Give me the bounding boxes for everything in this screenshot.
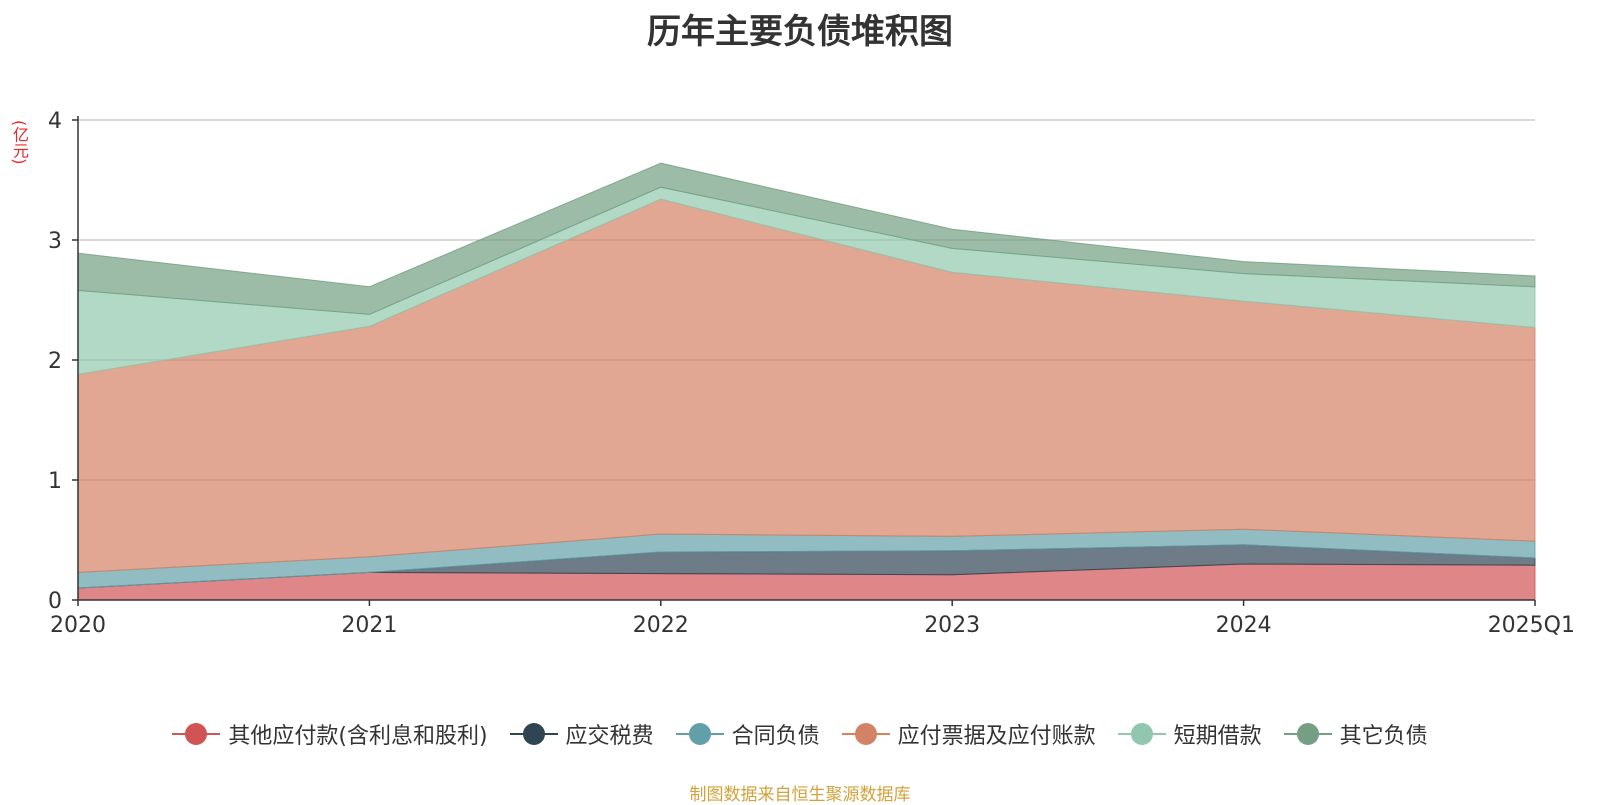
x-tick-labels: 2020 2021 2022 2023 2024 2025Q1 [50,600,1575,638]
legend-item[interactable]: 其他应付款(含利息和股利) [172,718,488,750]
source-note: 制图数据来自恒生聚源数据库 [689,785,911,805]
x-tick-label: 2023 [924,613,980,638]
legend-marker [509,722,558,746]
legend-marker [172,722,221,746]
legend-marker [1283,722,1332,746]
axes [77,116,1535,601]
x-tick-label: 2025Q1 [1488,613,1575,638]
x-tick-label: 2021 [341,613,397,638]
chart-title: 历年主要负债堆积图 [647,12,953,52]
legend-marker [1117,722,1166,746]
legend-marker [675,722,724,746]
y-tick-labels: 0 1 2 3 4 [48,109,78,614]
x-tick-label: 2022 [633,613,689,638]
y-tick-label: 0 [48,589,62,614]
legend-item[interactable]: 短期借款 [1117,718,1262,750]
legend-label: 其它负债 [1339,724,1428,749]
legend: 其他应付款(含利息和股利) 应交税费 合同负债 应付票据及应付账款 短期借款 其它负债 [0,718,1600,750]
legend-label: 短期借款 [1173,724,1262,749]
x-tick-label: 2024 [1216,613,1272,638]
area-series-3 [77,198,1536,573]
legend-item[interactable]: 应交税费 [509,718,654,750]
area-series [77,162,1536,601]
legend-item[interactable]: 应付票据及应付账款 [841,718,1096,750]
legend-item[interactable]: 合同负债 [675,718,820,750]
legend-label: 合同负债 [731,724,820,749]
x-tick-label: 2020 [50,613,106,638]
legend-label: 应交税费 [565,724,654,749]
stacked-area-chart: 0 1 2 3 4 2020 2021 2022 2023 2024 2025Q1 [48,109,1575,638]
y-axis-unit-label: (亿元) [10,120,29,165]
legend-label: 其他应付款(含利息和股利) [228,724,488,749]
y-tick-label: 1 [48,469,62,494]
legend-label: 应付票据及应付账款 [897,724,1096,749]
legend-marker [841,722,890,746]
legend-item[interactable]: 其它负债 [1283,718,1428,750]
y-tick-label: 2 [48,349,62,374]
y-tick-label: 4 [48,109,62,134]
area-series-5 [77,162,1536,315]
y-tick-label: 3 [48,229,62,254]
